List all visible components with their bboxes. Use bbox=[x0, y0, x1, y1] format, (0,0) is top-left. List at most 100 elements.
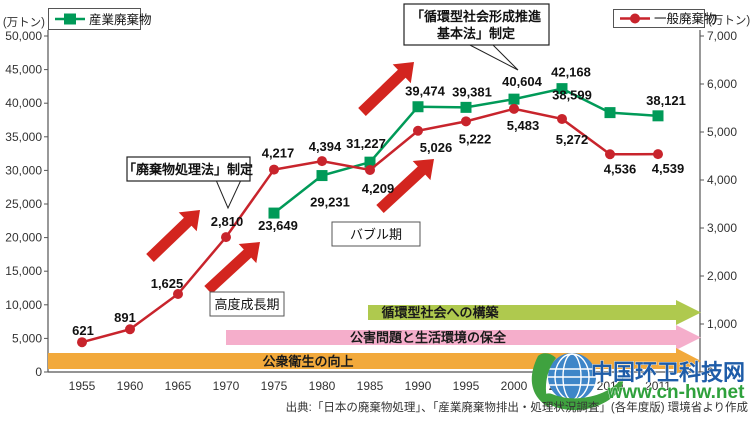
y-axis-left-tick-label: 0 bbox=[35, 365, 42, 379]
data-point-industrial bbox=[556, 83, 568, 95]
band-label-public-health: 公衆衛生の向上 bbox=[262, 354, 353, 369]
data-point-municipal bbox=[461, 116, 471, 127]
source-note: 出典:「日本の廃棄物処理」、「産業廃棄物排出・処理状況調査」(各年度版) 環境省… bbox=[286, 400, 749, 414]
legend-square-marker-icon bbox=[64, 13, 76, 25]
annotation-box-bubble-period bbox=[331, 221, 421, 247]
x-axis-year-label: 1965 bbox=[165, 379, 192, 393]
x-axis-year-label: 2011 bbox=[645, 379, 671, 393]
x-axis-year-label: 1955 bbox=[69, 379, 96, 393]
watermark: 中国环卫科技网 www.cn-hw.net bbox=[531, 353, 746, 411]
x-axis-year-label: 1985 bbox=[357, 379, 384, 393]
annotation-recycling-law-label-line2: 基本法」制定 bbox=[436, 26, 515, 41]
watermark-site-url: www.cn-hw.net bbox=[607, 382, 746, 403]
trend-arrow-icon bbox=[358, 62, 414, 116]
y-axis-left-tick-label: 30,000 bbox=[5, 163, 42, 177]
data-point-label: 39,474 bbox=[405, 84, 446, 99]
data-point-label: 5,026 bbox=[420, 140, 453, 155]
y-axis-left-tick-label: 10,000 bbox=[5, 298, 42, 312]
y-axis-left-tick-label: 20,000 bbox=[5, 231, 42, 245]
data-point-industrial bbox=[508, 93, 520, 105]
y-axis-right-tick-label: 3,000 bbox=[707, 221, 737, 235]
data-point-municipal bbox=[557, 113, 567, 124]
data-point-municipal bbox=[509, 103, 519, 114]
data-point-municipal bbox=[269, 164, 279, 175]
callout-recycling-law bbox=[465, 42, 519, 71]
x-axis-year-label: 1975 bbox=[261, 379, 288, 393]
right-axis-unit: (万トン) bbox=[708, 15, 750, 27]
timeline-bands-layer bbox=[48, 300, 701, 374]
x-axis-year-label: 1960 bbox=[117, 379, 144, 393]
y-axis-left-tick-label: 40,000 bbox=[5, 96, 42, 110]
data-point-label: 38,599 bbox=[552, 88, 592, 103]
series-layer: 23,649 29,231 31,227 39,474 39,381 40,604 42,1… bbox=[72, 65, 686, 348]
data-point-label: 4,209 bbox=[362, 181, 395, 196]
annotation-waste-law-label: 「廃棄物処理法」制定 bbox=[123, 162, 253, 177]
trend-arrow-icon bbox=[146, 210, 200, 262]
legend-industrial-label: 産業廃棄物 bbox=[89, 12, 152, 27]
data-point-label: 4,536 bbox=[604, 161, 637, 176]
y-axis-right-tick-label: 4,000 bbox=[707, 173, 737, 187]
axes-layer: 0 5,000 10,000 15,000 20,000 25,000 30,000 35,0… bbox=[5, 29, 737, 393]
data-point-municipal bbox=[221, 232, 231, 243]
data-point-label: 4,217 bbox=[262, 146, 295, 161]
timeline-band bbox=[226, 330, 676, 345]
data-point-label: 2,810 bbox=[211, 214, 244, 229]
trend-arrow-icon bbox=[204, 242, 260, 294]
timeline-band-arrowhead-icon bbox=[676, 348, 701, 374]
data-point-municipal bbox=[125, 324, 135, 335]
y-axis-right-tick-label: 5,000 bbox=[707, 125, 737, 139]
legend-industrial-waste: 産業廃棄物 bbox=[48, 8, 152, 30]
y-axis-left-tick-label: 15,000 bbox=[5, 264, 42, 278]
data-point-industrial bbox=[604, 107, 616, 119]
legend-circle-marker-icon bbox=[630, 13, 640, 24]
annotation-bubble-period-label: バブル期 bbox=[350, 227, 402, 242]
data-point-municipal bbox=[605, 149, 615, 160]
timeline-band-arrowhead-icon bbox=[676, 300, 701, 325]
band-label-pollution: 公害問題と生活環境の保全 bbox=[350, 330, 507, 345]
data-point-industrial bbox=[268, 207, 280, 219]
annotation-box-waste-law bbox=[126, 156, 251, 182]
legend-municipal-waste: 一般廃棄物 bbox=[613, 9, 717, 28]
annotation-recycling-law-label-line1: 「循環型社会形成推進 bbox=[411, 9, 541, 24]
timeline-band-arrowhead-icon bbox=[676, 325, 701, 350]
data-point-municipal bbox=[317, 156, 327, 167]
timeline-band bbox=[48, 353, 676, 369]
data-point-label: 29,231 bbox=[310, 195, 350, 210]
data-point-municipal bbox=[365, 164, 375, 175]
watermark-site-name: 中国环卫科技网 bbox=[591, 360, 745, 385]
data-point-industrial bbox=[364, 156, 376, 168]
y-axis-right-tick-label: 6,000 bbox=[707, 77, 737, 91]
data-point-industrial bbox=[316, 170, 328, 182]
trend-arrows-layer bbox=[146, 62, 434, 294]
legend-municipal-label: 一般廃棄物 bbox=[654, 11, 717, 26]
y-axis-right-tick-label: 1,000 bbox=[707, 317, 737, 331]
data-point-label: 38,121 bbox=[646, 93, 686, 108]
globe-leaf-logo-icon bbox=[531, 353, 624, 411]
y-axis-left-tick-label: 45,000 bbox=[5, 63, 42, 77]
data-point-label: 4,539 bbox=[652, 161, 685, 176]
band-label-recycling-society: 循環型社会への構築 bbox=[381, 305, 499, 320]
annotation-growth-period-label: 高度成長期 bbox=[214, 297, 279, 312]
data-point-label: 5,272 bbox=[556, 132, 589, 147]
timeline-band bbox=[368, 305, 676, 320]
data-point-label: 42,168 bbox=[551, 65, 591, 80]
y-axis-left-tick-label: 5,000 bbox=[12, 331, 42, 345]
data-point-municipal bbox=[413, 125, 423, 136]
data-point-municipal bbox=[173, 289, 183, 299]
data-point-label: 31,227 bbox=[346, 136, 386, 151]
data-point-label: 4,394 bbox=[309, 139, 342, 154]
x-axis-year-label: 1980 bbox=[309, 379, 336, 393]
leaf-swoosh-icon bbox=[540, 377, 624, 411]
data-point-label: 5,483 bbox=[507, 118, 540, 133]
y-axis-left-tick-label: 25,000 bbox=[5, 197, 42, 211]
x-axis-year-label: 1995 bbox=[453, 379, 480, 393]
y-axis-left-tick-label: 50,000 bbox=[5, 29, 42, 43]
y-axis-right-tick-label: 0 bbox=[707, 365, 714, 379]
annotation-box-growth-period bbox=[209, 291, 285, 317]
y-axis-left-tick-label: 35,000 bbox=[5, 130, 42, 144]
data-point-label: 621 bbox=[72, 323, 94, 338]
x-axis-year-label: 1970 bbox=[213, 379, 240, 393]
x-axis-year-label: 2000 bbox=[501, 379, 528, 393]
data-point-label: 5,222 bbox=[459, 131, 492, 146]
